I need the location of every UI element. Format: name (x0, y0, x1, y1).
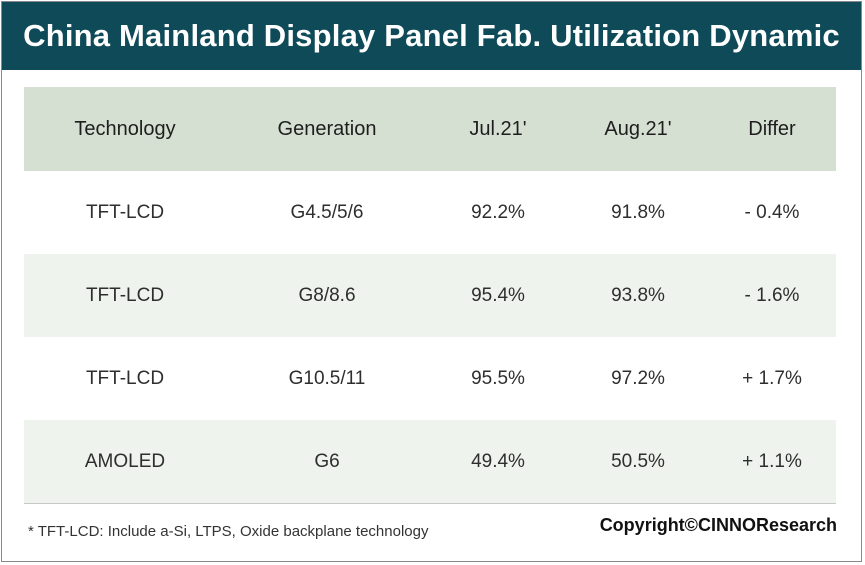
cell-technology: TFT-LCD (85, 201, 165, 223)
header-differ: Differ (748, 117, 796, 140)
chart-title: China Mainland Display Panel Fab. Utiliz… (23, 18, 840, 53)
copyright-notice: Copyright©CINNOResearch (599, 515, 837, 535)
cell-generation: G10.5/11 (288, 367, 366, 389)
cell-aug21: 50.5% (611, 450, 665, 472)
cell-technology: TFT-LCD (85, 284, 165, 306)
utilization-table: Technology Generation Jul.21' Aug.21' Di… (24, 87, 836, 504)
cell-differ: - 0.4% (744, 201, 800, 223)
cell-jul21: 92.2% (471, 201, 525, 223)
cell-jul21: 49.4% (471, 450, 525, 472)
table-row: TFT-LCD G4.5/5/6 92.2% 91.8% - 0.4% (24, 171, 836, 254)
table-row: TFT-LCD G10.5/11 95.5% 97.2% + 1.7% (24, 337, 836, 420)
header-generation: Generation (277, 117, 377, 140)
cell-generation: G8/8.6 (298, 284, 356, 306)
cell-jul21: 95.4% (471, 284, 525, 306)
header-jul21: Jul.21' (469, 117, 527, 140)
table-row: TFT-LCD G8/8.6 95.4% 93.8% - 1.6% (24, 254, 836, 337)
cell-differ: - 1.6% (744, 284, 800, 306)
cell-aug21: 93.8% (611, 284, 665, 306)
footnote: * TFT-LCD: Include a-Si, LTPS, Oxide bac… (28, 523, 429, 540)
table-header-row: Technology Generation Jul.21' Aug.21' Di… (24, 87, 836, 171)
cell-jul21: 95.5% (471, 367, 525, 389)
cell-technology: AMOLED (84, 450, 166, 472)
header-technology: Technology (74, 117, 176, 140)
header-aug21: Aug.21' (604, 117, 672, 140)
cell-aug21: 97.2% (611, 367, 665, 389)
cell-technology: TFT-LCD (85, 367, 165, 389)
cell-differ: + 1.1% (742, 450, 802, 472)
table-row: AMOLED G6 49.4% 50.5% + 1.1% (24, 420, 836, 504)
title-banner: China Mainland Display Panel Fab. Utiliz… (2, 2, 861, 70)
cell-generation: G6 (314, 450, 340, 472)
cell-generation: G4.5/5/6 (290, 201, 364, 223)
cell-differ: + 1.7% (742, 367, 802, 389)
cell-aug21: 91.8% (611, 201, 665, 223)
